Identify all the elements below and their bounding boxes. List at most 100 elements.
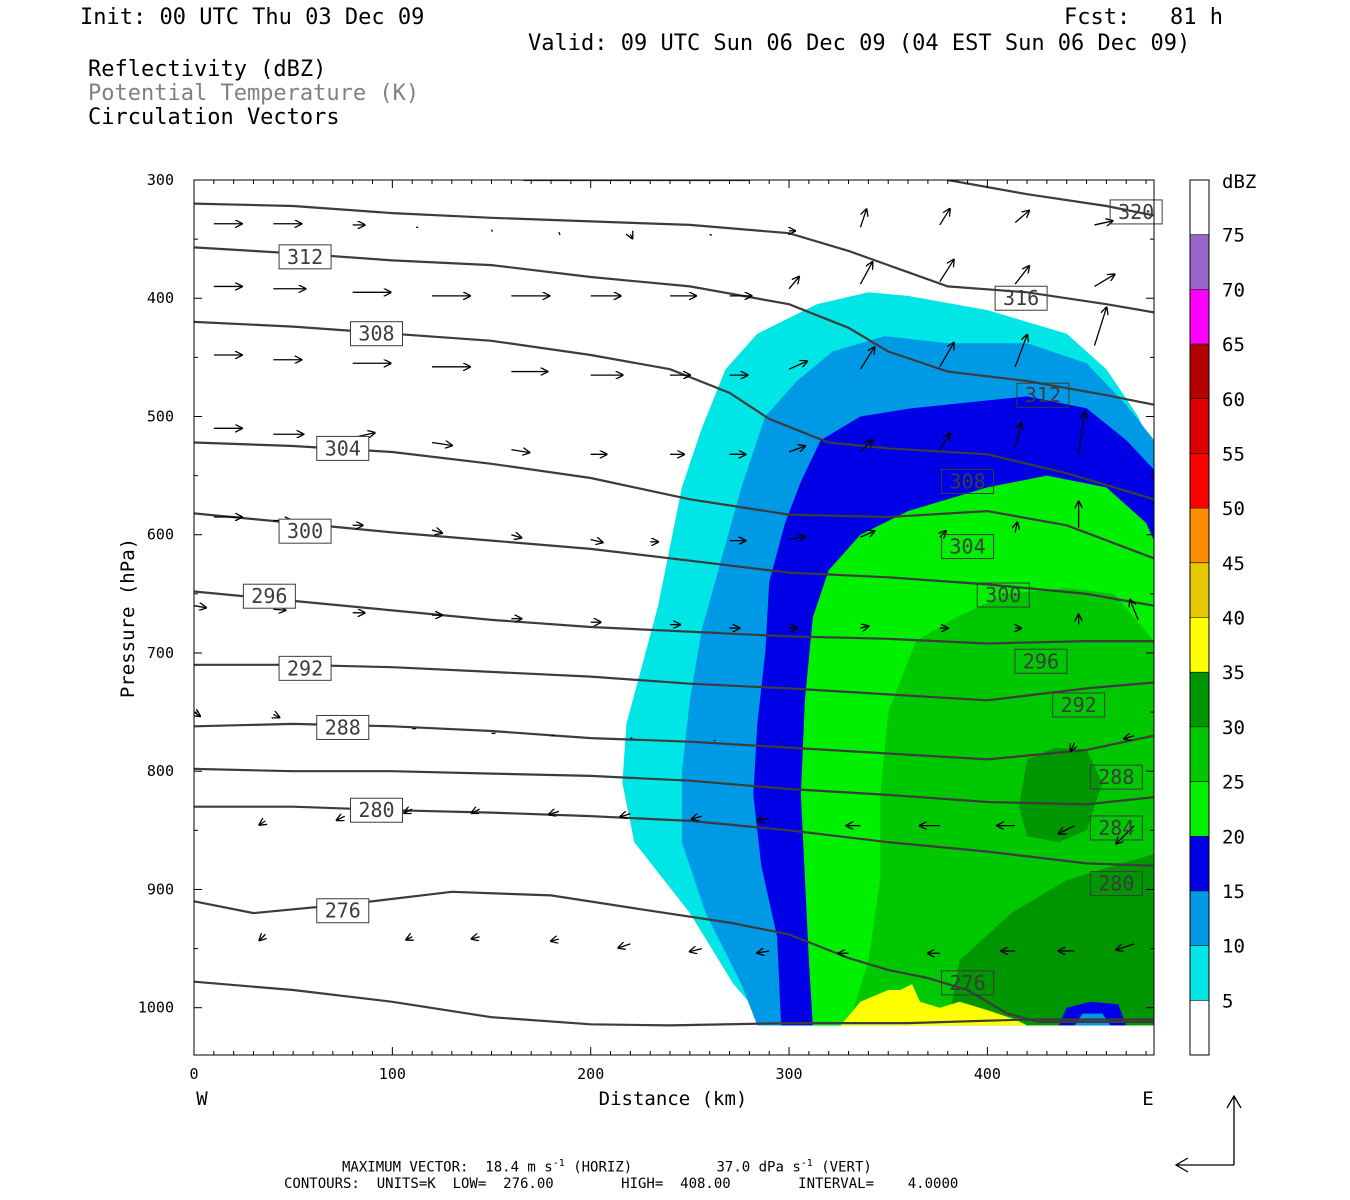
circulation-vector-93 <box>337 816 346 820</box>
colorbar-label: 25 <box>1222 772 1245 794</box>
circulation-vector-79 <box>194 712 200 716</box>
colorbar-segment <box>1190 726 1209 782</box>
colorbar-segment <box>1190 289 1209 345</box>
colorbar-label: 35 <box>1222 662 1245 684</box>
circulation-vector-36 <box>939 343 954 368</box>
contour-label-280: 280 <box>1098 872 1134 896</box>
circulation-vector-34 <box>788 361 807 370</box>
circulation-vector-66 <box>273 609 285 610</box>
contour-label-308: 308 <box>358 322 394 346</box>
theta-contour-312-10 <box>194 246 1154 406</box>
contour-label-box-9 <box>976 582 1030 608</box>
circulation-vector-92 <box>259 821 265 825</box>
colorbar-label: 75 <box>1222 225 1245 247</box>
contour-label-box-8 <box>278 518 332 544</box>
field-theta: Potential Temperature (K) <box>88 81 420 106</box>
contour-label-box-13 <box>1052 692 1106 718</box>
contour-label-box-6 <box>316 435 370 461</box>
exp1: -1 <box>552 1158 565 1169</box>
circulation-vector-91 <box>1124 736 1135 739</box>
contour-label-296: 296 <box>1023 649 1059 673</box>
colorbar-segment <box>1190 508 1209 563</box>
circulation-vector-37 <box>1014 335 1027 368</box>
contour-label-300: 300 <box>287 519 323 543</box>
contour-label-box-20 <box>941 970 995 996</box>
contour-label-box-19 <box>316 898 370 924</box>
reference-vector-icon <box>1174 1094 1242 1173</box>
circulation-vector-12 <box>1094 221 1112 225</box>
contour-label-308: 308 <box>949 470 985 494</box>
circulation-vector-4 <box>490 229 494 232</box>
colorbar-segment <box>1190 836 1209 891</box>
circulation-vector-60 <box>788 536 805 539</box>
colorbar-segment <box>1190 672 1209 727</box>
field-reflectivity: Reflectivity (dBZ) <box>88 57 327 82</box>
colorbar-label: 65 <box>1222 334 1245 356</box>
circulation-vector-43 <box>511 450 529 453</box>
circulation-vector-24 <box>1014 266 1029 285</box>
plot-frame <box>193 179 1155 1056</box>
field-vectors: Circulation Vectors <box>88 105 340 130</box>
y-tick-label: 1000 <box>138 999 174 1017</box>
colorbar-segment <box>1190 945 1209 1001</box>
exp2: -1 <box>800 1158 813 1169</box>
contour-label-312: 312 <box>1025 383 1061 407</box>
max-vector-vert: (VERT) <box>812 1159 872 1176</box>
colorbar-label: 40 <box>1222 608 1245 630</box>
circulation-vector-38 <box>1093 308 1106 346</box>
circulation-vector-106 <box>406 937 412 940</box>
x-axis-west: W <box>196 1088 208 1110</box>
colorbar-segment <box>1190 344 1209 399</box>
colorbar-label: 5 <box>1222 990 1233 1012</box>
circulation-vector-95 <box>472 809 480 813</box>
reflectivity-region-30-6 <box>1019 747 1103 843</box>
circulation-vector-63 <box>1015 522 1017 533</box>
contour-label-276: 276 <box>949 971 985 995</box>
colorbar-unit: dBZ <box>1222 171 1256 193</box>
contour-label-292: 292 <box>287 656 323 680</box>
y-tick-label: 600 <box>147 526 174 544</box>
contour-label-312: 312 <box>287 245 323 269</box>
contour-label-292: 292 <box>1061 693 1097 717</box>
contour-label-288: 288 <box>325 715 361 739</box>
contour-label-276: 276 <box>325 899 361 923</box>
contour-label-284: 284 <box>1098 816 1134 840</box>
x-tick-label: 200 <box>577 1065 604 1083</box>
circulation-vector-47 <box>788 446 805 453</box>
x-axis-label: Distance (km) <box>599 1088 748 1110</box>
contour-label-288: 288 <box>1098 765 1134 789</box>
circulation-vector-109 <box>618 944 631 948</box>
colorbar-label: 10 <box>1222 936 1245 958</box>
circulation-vector-104 <box>1116 825 1135 844</box>
circulation-vector-50 <box>1014 423 1021 448</box>
circulation-vector-110 <box>690 949 702 952</box>
contour-label-box-18 <box>1089 871 1143 897</box>
colorbar-label: 55 <box>1222 443 1245 465</box>
colorbar-segment <box>1190 1000 1209 1055</box>
max-vector-note: MAXIMUM VECTOR: 18.4 m s-1 (HORIZ) 37.0 … <box>342 1158 872 1176</box>
circulation-vector-48 <box>859 440 872 453</box>
colorbar-segment <box>1190 398 1209 454</box>
circulation-vector-107 <box>472 937 480 939</box>
colorbar-label: 60 <box>1222 389 1245 411</box>
colorbar-segment <box>1190 453 1209 509</box>
circulation-vector-96 <box>549 811 560 814</box>
contour-label-box-15 <box>1089 764 1143 790</box>
circulation-vector-9 <box>859 209 866 228</box>
circulation-vector-22 <box>859 262 872 285</box>
circulation-vector-105 <box>259 934 265 940</box>
theta-contour-284-3 <box>194 767 1154 806</box>
circulation-vector-23 <box>939 260 954 283</box>
circulation-vector-99 <box>757 819 770 821</box>
contour-label-box-2 <box>1016 382 1070 408</box>
circulation-vector-21 <box>788 277 799 290</box>
contour-label-box-14 <box>316 714 370 740</box>
contour-label-box-10 <box>242 583 296 609</box>
circulation-vector-94 <box>404 809 413 813</box>
reflectivity-region-35-7 <box>840 984 1028 1026</box>
colorbar-label: 30 <box>1222 717 1245 739</box>
colorbar-label: 15 <box>1222 881 1245 903</box>
max-vector-text: MAXIMUM VECTOR: 18.4 m s <box>342 1159 553 1176</box>
reflectivity-region-30-5 <box>947 854 1154 1026</box>
colorbar-label: 45 <box>1222 553 1245 575</box>
